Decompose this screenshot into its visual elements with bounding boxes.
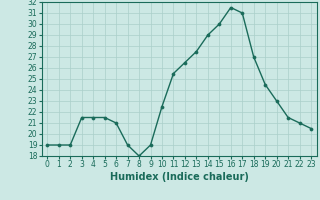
X-axis label: Humidex (Indice chaleur): Humidex (Indice chaleur) <box>110 172 249 182</box>
